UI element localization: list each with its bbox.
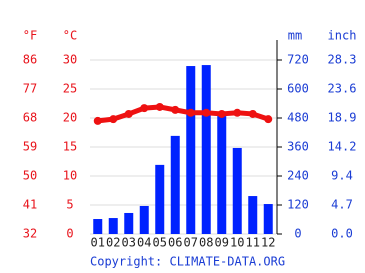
y-tick-label: 20 (63, 111, 77, 125)
axis-label-c: °C (63, 29, 77, 43)
temperature-point (248, 109, 257, 118)
x-tick-label: 04 (137, 236, 151, 250)
axis-label-f: °F (23, 29, 37, 43)
bar (217, 116, 227, 234)
temperature-point (140, 104, 149, 113)
bar (93, 219, 103, 234)
x-tick-label: 11 (246, 236, 260, 250)
temperature-point (217, 109, 226, 118)
y2-tick-label-inch: 4.7 (331, 198, 353, 212)
temperature-point (124, 109, 133, 118)
x-tick-label: 06 (168, 236, 182, 250)
y-tick-label-f: 50 (23, 169, 37, 183)
y-tick-label-f: 59 (23, 140, 37, 154)
y2-tick-label-inch: 0.0 (331, 227, 353, 241)
y2-tick-label-inch: 28.3 (328, 53, 357, 67)
y-tick-label-f: 68 (23, 111, 37, 125)
y-tick-label-f: 86 (23, 53, 37, 67)
y2-tick-label: 480 (287, 111, 309, 125)
bar (232, 147, 242, 234)
x-tick-label: 01 (91, 236, 105, 250)
bar (139, 205, 149, 234)
y-tick-label: 30 (63, 53, 77, 67)
axis-label-inch: inch (328, 29, 357, 43)
temperature-point (171, 105, 180, 114)
temperature-point (264, 115, 273, 124)
y2-tick-label: 120 (287, 198, 309, 212)
temperature-point (155, 102, 164, 111)
x-tick-label: 12 (261, 236, 275, 250)
y-tick-label: 0 (66, 227, 73, 241)
x-tick-label: 10 (230, 236, 244, 250)
temperature-point (109, 115, 118, 124)
y-tick-label: 10 (63, 169, 77, 183)
x-tick-label: 03 (122, 236, 136, 250)
bar (263, 204, 273, 234)
y2-tick-label-inch: 14.2 (328, 140, 357, 154)
temperature-point (93, 116, 102, 125)
y2-tick-label-inch: 18.9 (328, 111, 357, 125)
y2-tick-label: 360 (287, 140, 309, 154)
y2-tick-label-inch: 9.4 (331, 169, 353, 183)
temperature-point (186, 108, 195, 117)
bar (124, 212, 134, 234)
temperature-point (233, 108, 242, 117)
y2-tick-label: 600 (287, 82, 309, 96)
bar (155, 164, 165, 234)
y-tick-label: 25 (63, 82, 77, 96)
temperature-line (97, 104, 270, 124)
y2-tick-label-inch: 23.6 (328, 82, 357, 96)
y-tick-label-f: 77 (23, 82, 37, 96)
y-tick-label-f: 32 (23, 227, 37, 241)
y2-tick-label: 240 (287, 169, 309, 183)
x-tick-label: 02 (106, 236, 120, 250)
x-tick-label: 08 (199, 236, 213, 250)
axis-label-mm: mm (288, 29, 302, 43)
y2-tick-label: 0 (294, 227, 301, 241)
x-tick-label: 07 (184, 236, 198, 250)
x-tick-label: 05 (153, 236, 167, 250)
bar (108, 218, 118, 234)
y2-tick-label: 720 (287, 53, 309, 67)
copyright: Copyright: CLIMATE-DATA.ORG (90, 255, 285, 269)
y-tick-label: 5 (66, 198, 73, 212)
bar (248, 196, 258, 234)
bar (186, 66, 196, 235)
y-tick-label: 15 (63, 140, 77, 154)
temperature-point (202, 108, 211, 117)
bar (170, 135, 180, 234)
y-tick-label-f: 41 (23, 198, 37, 212)
x-tick-label: 09 (215, 236, 229, 250)
bar (201, 65, 211, 234)
